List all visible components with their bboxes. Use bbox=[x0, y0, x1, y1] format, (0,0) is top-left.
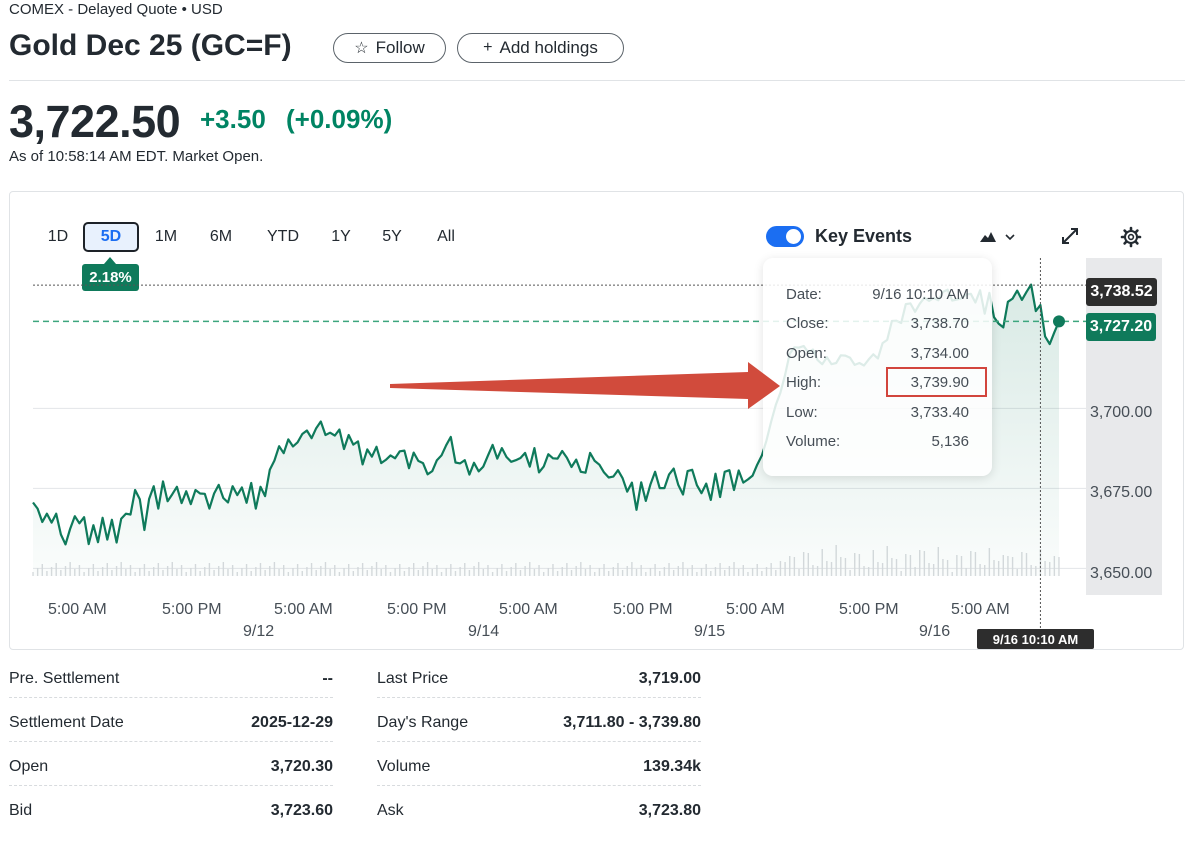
x-tick-label: 5:00 AM bbox=[726, 601, 785, 618]
stat-label: Settlement Date bbox=[9, 714, 124, 731]
x-tick-label: 5:00 PM bbox=[162, 601, 222, 618]
tooltip-value: 5,136 bbox=[931, 433, 969, 450]
stat-row: Day's Range 3,711.80 - 3,739.80 bbox=[377, 714, 701, 742]
tooltip-value: 3,733.40 bbox=[910, 404, 969, 421]
crosshair-date-label: 9/16 10:10 AM bbox=[977, 629, 1094, 649]
key-events-toggle[interactable] bbox=[766, 226, 804, 247]
fullscreen-button[interactable] bbox=[1060, 226, 1080, 246]
stat-label: Bid bbox=[9, 802, 33, 819]
chart-type-button[interactable] bbox=[978, 226, 1018, 248]
tooltip-value: 3,734.00 bbox=[910, 345, 969, 362]
tab-range-all[interactable]: All bbox=[437, 228, 455, 245]
tooltip-value: 3,739.90 bbox=[910, 374, 969, 391]
stat-row: Open 3,720.30 bbox=[9, 758, 333, 786]
y-tick-label: 3,700.00 bbox=[1090, 404, 1153, 421]
range-change-badge: 2.18% bbox=[82, 264, 139, 291]
stat-value: 3,720.30 bbox=[270, 758, 333, 775]
current-price-marker: 3,727.20 bbox=[1086, 313, 1156, 341]
tab-range-5y[interactable]: 5Y bbox=[382, 228, 402, 245]
stat-row: Pre. Settlement -- bbox=[9, 670, 333, 698]
tooltip-value: 3,738.70 bbox=[910, 315, 969, 332]
stat-value: 3,723.60 bbox=[270, 802, 333, 819]
tooltip-row-close: Close: 3,738.70 bbox=[763, 315, 992, 337]
x-date-label: 9/14 bbox=[468, 623, 500, 640]
stat-row: Volume 139.34k bbox=[377, 758, 701, 786]
stat-value: 3,711.80 - 3,739.80 bbox=[563, 714, 701, 731]
header-divider bbox=[9, 80, 1185, 81]
x-tick-label: 5:00 AM bbox=[274, 601, 333, 618]
x-tick-label: 5:00 AM bbox=[499, 601, 558, 618]
stat-label: Day's Range bbox=[377, 714, 469, 731]
toggle-knob bbox=[786, 229, 801, 244]
stat-label: Open bbox=[9, 758, 49, 775]
tab-range-6m[interactable]: 6M bbox=[209, 228, 233, 245]
add-holdings-label: Add holdings bbox=[499, 38, 598, 57]
page-title: Gold Dec 25 (GC=F) bbox=[9, 29, 292, 62]
tooltip-row-date: Date: 9/16 10:10 AM bbox=[763, 286, 992, 308]
last-price: 3,722.50 bbox=[9, 96, 181, 147]
price-change-percent: (+0.09%) bbox=[286, 104, 393, 134]
y-tick-label: 3,650.00 bbox=[1090, 565, 1153, 582]
high-value-highlight-box bbox=[886, 367, 987, 397]
gear-icon bbox=[1120, 226, 1142, 248]
key-events-label: Key Events bbox=[815, 226, 913, 246]
x-date-label: 9/12 bbox=[243, 623, 275, 640]
stat-value: 3,723.80 bbox=[638, 802, 701, 819]
stat-label: Last Price bbox=[377, 670, 449, 687]
market-status: As of 10:58:14 AM EDT. Market Open. bbox=[9, 148, 264, 165]
tooltip-row-low: Low: 3,733.40 bbox=[763, 404, 992, 426]
chart-tooltip: Date: 9/16 10:10 AM Close: 3,738.70 Open… bbox=[763, 258, 992, 476]
stat-row: Settlement Date 2025-12-29 bbox=[9, 714, 333, 742]
stat-value: -- bbox=[322, 670, 333, 687]
expand-icon bbox=[1062, 228, 1078, 244]
stat-value: 3,719.00 bbox=[638, 670, 701, 687]
stat-value: 139.34k bbox=[643, 758, 701, 775]
tooltip-value: 9/16 10:10 AM bbox=[872, 286, 969, 303]
tab-range-1y[interactable]: 1Y bbox=[331, 228, 351, 245]
tab-range-5d[interactable]: 5D bbox=[83, 222, 139, 252]
x-tick-label: 5:00 PM bbox=[613, 601, 673, 618]
stat-row: Last Price 3,719.00 bbox=[377, 670, 701, 698]
price-change: +3.50 bbox=[200, 104, 266, 134]
x-tick-label: 5:00 PM bbox=[387, 601, 447, 618]
star-icon: ☆ bbox=[354, 40, 369, 57]
x-tick-label: 5:00 AM bbox=[48, 601, 107, 618]
tooltip-key: Open: bbox=[786, 345, 827, 362]
x-date-label: 9/15 bbox=[694, 623, 726, 640]
plus-icon: + bbox=[483, 39, 493, 56]
day-high-marker: 3,738.52 bbox=[1086, 278, 1157, 306]
tooltip-key: Date: bbox=[786, 286, 822, 303]
follow-button-label: Follow bbox=[375, 38, 425, 57]
tooltip-key: Volume: bbox=[786, 433, 841, 450]
tooltip-key: Low: bbox=[786, 404, 818, 421]
add-holdings-button[interactable]: + Add holdings bbox=[457, 33, 624, 63]
stat-label: Pre. Settlement bbox=[9, 670, 120, 687]
chart-settings-button[interactable] bbox=[1120, 226, 1142, 248]
mountain-chart-icon bbox=[980, 232, 1015, 242]
x-date-label: 9/16 bbox=[919, 623, 951, 640]
quote-source-label: COMEX - Delayed Quote • USD bbox=[9, 1, 223, 18]
range-badge-caret bbox=[104, 257, 116, 264]
y-tick-label: 3,675.00 bbox=[1090, 484, 1153, 501]
current-price-dot bbox=[1053, 315, 1065, 328]
x-tick-label: 5:00 AM bbox=[951, 601, 1010, 618]
stat-row: Bid 3,723.60 bbox=[9, 802, 333, 830]
tooltip-key: High: bbox=[786, 374, 822, 391]
tab-range-ytd[interactable]: YTD bbox=[267, 228, 299, 245]
tab-range-1m[interactable]: 1M bbox=[154, 228, 178, 245]
annotation-arrow-icon bbox=[390, 362, 780, 409]
tooltip-row-open: Open: 3,734.00 bbox=[763, 345, 992, 367]
stat-label: Volume bbox=[377, 758, 431, 775]
stat-row: Ask 3,723.80 bbox=[377, 802, 701, 830]
tooltip-row-high: High: 3,739.90 bbox=[763, 374, 992, 396]
follow-button[interactable]: ☆ Follow bbox=[333, 33, 446, 63]
chart-panel bbox=[9, 191, 1184, 650]
tab-range-1d[interactable]: 1D bbox=[47, 228, 69, 245]
tooltip-key: Close: bbox=[786, 315, 829, 332]
stat-label: Ask bbox=[377, 802, 404, 819]
tooltip-row-volume: Volume: 5,136 bbox=[763, 433, 992, 455]
stat-value: 2025-12-29 bbox=[251, 714, 333, 731]
x-tick-label: 5:00 PM bbox=[839, 601, 899, 618]
